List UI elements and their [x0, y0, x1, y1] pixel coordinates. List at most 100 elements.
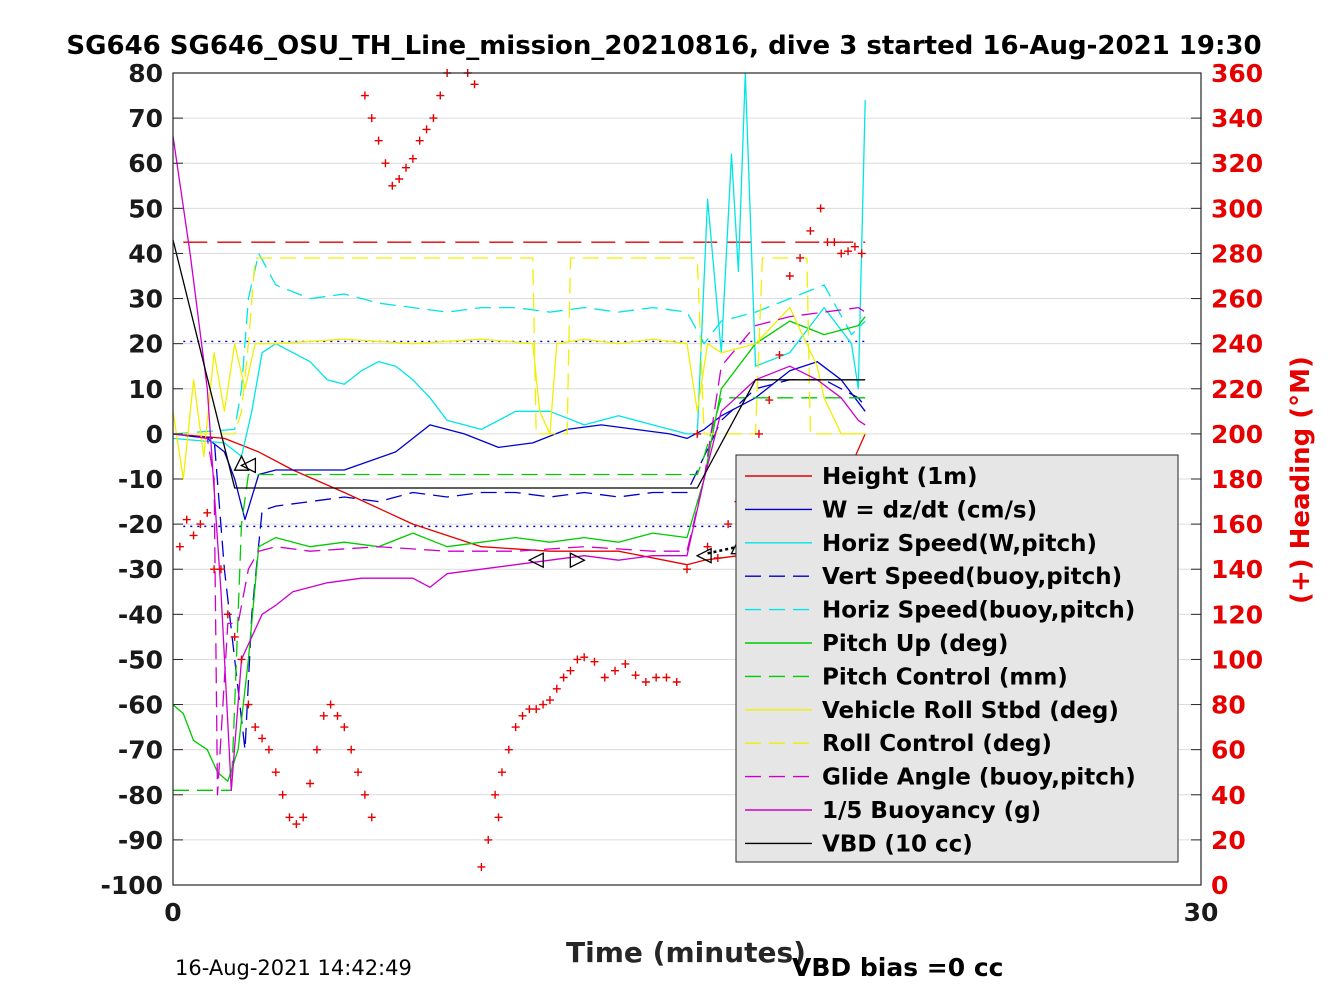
heading-point	[641, 678, 650, 686]
vbd-bias-label: VBD bias =0 cc	[792, 953, 1003, 982]
heading-point	[223, 610, 232, 619]
y-tick-label: -90	[118, 826, 163, 855]
heading-point	[600, 673, 609, 682]
heading-point	[844, 247, 853, 256]
heading-point	[278, 790, 287, 799]
series-line-7	[172, 306, 866, 480]
y-right-tick-label: 80	[1211, 691, 1246, 720]
y-tick-label: 60	[128, 149, 163, 178]
legend-label: Pitch Up (deg)	[822, 631, 1008, 657]
y-tick-label: -80	[118, 781, 163, 810]
heading-point	[367, 114, 376, 123]
heading-point	[306, 779, 315, 788]
y-right-tick-label: 200	[1211, 420, 1263, 449]
y-right-tick-label: 180	[1211, 465, 1263, 494]
heading-point	[367, 813, 376, 822]
legend-label: Glide Angle (buoy,pitch)	[822, 765, 1136, 791]
heading-point	[545, 696, 554, 705]
heading-point	[713, 553, 722, 562]
legend-label: 1/5 Buoyancy (g)	[822, 798, 1041, 824]
heading-point	[491, 790, 500, 799]
y-right-tick-label: 100	[1211, 645, 1263, 674]
y-right-tick-label: 360	[1211, 59, 1263, 88]
y-tick-label: 0	[146, 420, 163, 449]
heading-point	[754, 429, 763, 438]
y-tick-label: 10	[128, 375, 163, 404]
heading-point	[408, 154, 417, 163]
heading-point	[816, 204, 825, 213]
event-marker	[569, 552, 586, 569]
legend-label: Vert Speed(buoy,pitch)	[822, 564, 1122, 590]
heading-point	[484, 835, 493, 844]
x-axis-label: Time (minutes)	[566, 936, 806, 969]
y-right-tick-label: 60	[1211, 736, 1246, 765]
series-line-9	[172, 306, 866, 796]
heading-point	[210, 565, 219, 574]
heading-point	[683, 565, 691, 574]
x-axis-ticks: 0 30	[164, 875, 1218, 927]
y-right-tick-label: 220	[1211, 375, 1263, 404]
y-tick-label: 40	[128, 239, 163, 268]
heading-point	[360, 790, 369, 799]
series-line-5	[172, 316, 866, 782]
heading-point	[415, 136, 424, 145]
y-right-tick-label: 20	[1211, 826, 1246, 855]
heading-point	[504, 745, 513, 754]
legend-label: VBD (10 cc)	[822, 831, 973, 857]
heading-point	[271, 768, 280, 777]
heading-point	[785, 272, 794, 280]
event-marker	[695, 547, 712, 564]
heading-point	[312, 745, 321, 754]
y-right-tick-label: 120	[1211, 600, 1263, 629]
heading-point	[203, 508, 212, 517]
heading-point	[631, 671, 640, 680]
legend-label: W = dz/dt (cm/s)	[822, 497, 1037, 523]
x-tick-label: 0	[164, 898, 181, 927]
heading-point	[319, 711, 328, 720]
heading-point	[494, 813, 503, 822]
heading-point	[189, 531, 198, 540]
heading-point	[477, 862, 486, 871]
y-right-tick-label: 340	[1211, 104, 1263, 133]
heading-point	[347, 745, 356, 754]
y-right-tick-label: 280	[1211, 239, 1263, 268]
heading-point	[559, 673, 568, 682]
heading-point	[573, 655, 582, 664]
heading-point	[264, 745, 273, 754]
y-tick-label: 20	[128, 330, 163, 359]
heading-point	[525, 705, 534, 714]
y-tick-label: 80	[128, 59, 163, 88]
heading-point	[340, 723, 349, 732]
heading-point	[436, 91, 445, 100]
series-line-11	[172, 239, 866, 489]
legend-label: Height (1m)	[822, 464, 978, 490]
heading-point	[374, 136, 383, 145]
heading-point	[857, 249, 866, 258]
y-tick-label: -10	[118, 465, 163, 494]
event-marker	[239, 457, 257, 474]
heading-point	[196, 520, 205, 529]
heading-point	[662, 673, 671, 682]
heading-point	[429, 114, 438, 123]
heading-point	[402, 163, 411, 172]
series-line-4	[172, 252, 866, 435]
legend-label: Roll Control (deg)	[822, 731, 1052, 757]
heading-point	[823, 238, 832, 247]
y-right-tick-label: 140	[1211, 555, 1263, 584]
heading-point	[672, 678, 681, 686]
series-line-6	[173, 397, 866, 791]
heading-point	[470, 80, 479, 89]
y-right-tick-label: 300	[1211, 194, 1263, 223]
heading-point	[652, 673, 661, 682]
y-axis-right-label: (+) Heading (°M)	[1286, 356, 1316, 604]
y-axis-right-ticks: 3603403203002802602402202001801601401201…	[1211, 59, 1263, 900]
heading-point	[621, 659, 630, 668]
series-line-10	[172, 136, 866, 791]
y-tick-label: 70	[128, 104, 163, 133]
legend-label: Vehicle Roll Stbd (deg)	[822, 698, 1119, 724]
legend-label: Horiz Speed(buoy,pitch)	[822, 598, 1135, 624]
heading-point	[724, 520, 733, 529]
y-right-tick-label: 320	[1211, 149, 1263, 178]
heading-point	[354, 768, 363, 777]
heading-point	[292, 820, 301, 829]
